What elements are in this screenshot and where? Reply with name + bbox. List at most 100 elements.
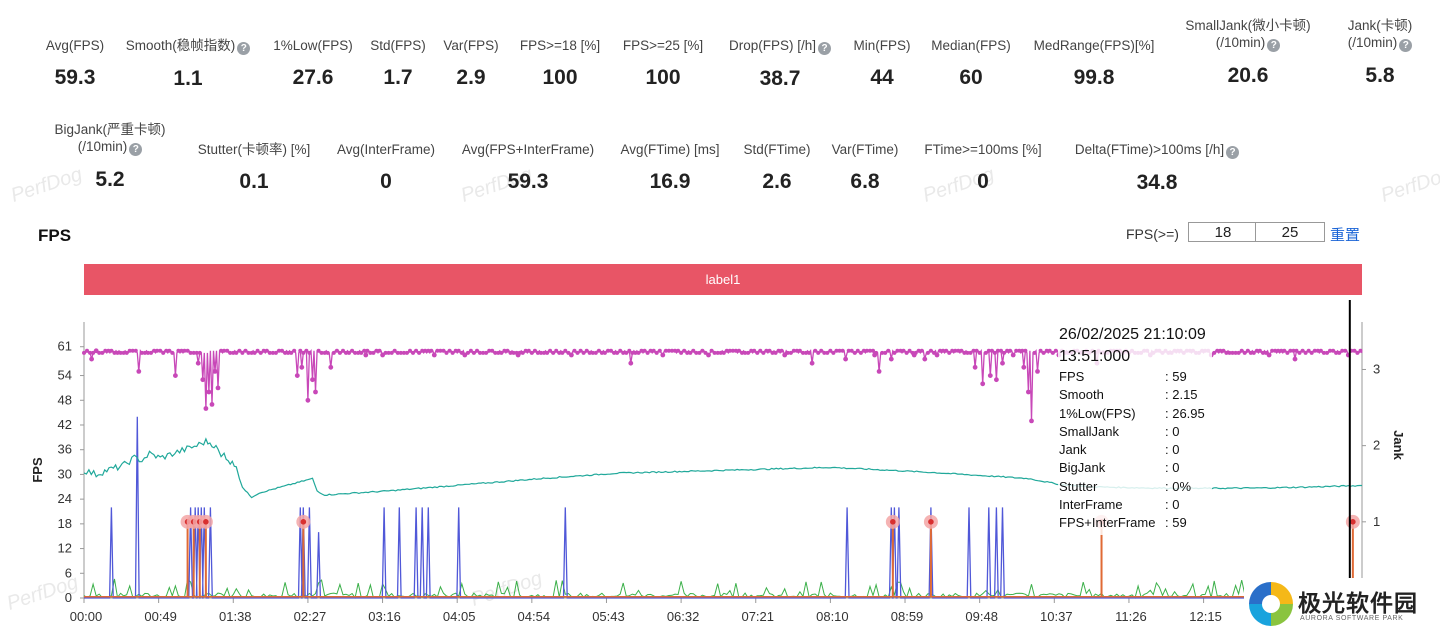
x-tick-label: 00:49 bbox=[144, 609, 177, 624]
fps-point bbox=[609, 348, 613, 353]
metric-label: SmallJank(微小卡顿) bbox=[1185, 18, 1311, 33]
fps-point bbox=[152, 348, 157, 353]
label-bar[interactable]: label1 bbox=[84, 264, 1362, 295]
reset-button[interactable]: 重置 bbox=[1330, 227, 1361, 244]
fps-point bbox=[895, 348, 900, 353]
fps-point bbox=[807, 350, 812, 355]
fps-point bbox=[1047, 348, 1052, 353]
fps-point bbox=[1276, 348, 1281, 353]
help-icon[interactable]: ? bbox=[1226, 146, 1240, 159]
help-icon[interactable]: ? bbox=[129, 143, 143, 156]
fps-point bbox=[401, 350, 406, 355]
fps-point bbox=[913, 350, 918, 355]
x-tick-label: 02:27 bbox=[294, 609, 327, 624]
metric-item: Std(FTime) 2.6 bbox=[667, 141, 887, 194]
fps-point bbox=[694, 350, 699, 355]
fps-point bbox=[633, 350, 638, 355]
tooltip-key: InterFrame bbox=[1059, 497, 1123, 513]
fps-point bbox=[456, 348, 461, 353]
fps-point bbox=[864, 348, 869, 353]
fps-point bbox=[1044, 348, 1049, 353]
fps-point bbox=[1355, 350, 1360, 355]
fps-point bbox=[325, 350, 330, 355]
metric-item: Var(FPS) 2.9 bbox=[361, 37, 581, 90]
fps-point bbox=[987, 373, 993, 378]
help-icon[interactable]: ? bbox=[1399, 39, 1413, 52]
fps-point bbox=[666, 348, 671, 353]
fps-point bbox=[776, 348, 781, 353]
fps-point bbox=[255, 348, 260, 353]
fps-point bbox=[438, 348, 443, 353]
fps-point bbox=[1215, 348, 1220, 353]
y-tick-label: 30 bbox=[58, 466, 72, 481]
fps-point bbox=[539, 350, 543, 355]
fps-point bbox=[1242, 350, 1247, 355]
fps-point bbox=[261, 348, 266, 353]
x-tick-label: 04:54 bbox=[518, 609, 551, 624]
fps-threshold-input-2[interactable] bbox=[1255, 222, 1325, 242]
fps-point bbox=[465, 350, 470, 355]
fps-point bbox=[1254, 348, 1259, 353]
y-tick-label: 6 bbox=[65, 565, 72, 580]
fps-point bbox=[496, 350, 501, 355]
watermark-text: PerfDog bbox=[1378, 163, 1440, 207]
fps-point bbox=[222, 348, 227, 353]
fps-point bbox=[1328, 348, 1332, 353]
fps-point bbox=[994, 377, 999, 383]
metric-label: Median(FPS) bbox=[931, 38, 1011, 53]
fps-point bbox=[1239, 348, 1244, 353]
metric-label: 1%Low(FPS) bbox=[273, 38, 353, 53]
fps-point bbox=[133, 348, 138, 353]
fps-point bbox=[1020, 348, 1025, 353]
fps-point bbox=[1014, 348, 1019, 353]
fps-point bbox=[93, 348, 99, 354]
fps-point bbox=[846, 348, 851, 353]
fps-point bbox=[627, 348, 632, 353]
fps-point bbox=[149, 350, 153, 355]
fps-point bbox=[968, 350, 973, 355]
fps-point bbox=[977, 350, 982, 355]
metric-item: Delta(FTime)>100ms [/h]? 34.8 bbox=[1047, 141, 1267, 195]
metric-label: FPS>=18 [%] bbox=[519, 38, 601, 53]
fps-point bbox=[676, 348, 681, 353]
fps-point bbox=[277, 348, 281, 353]
fps-point bbox=[697, 350, 702, 355]
help-icon[interactable]: ? bbox=[237, 42, 251, 55]
metric-value: 1.7 bbox=[383, 66, 413, 89]
fps-point bbox=[965, 350, 970, 355]
fps-point bbox=[733, 348, 738, 353]
fps-point bbox=[1331, 348, 1336, 353]
fps-point bbox=[520, 350, 525, 355]
fps-point bbox=[313, 389, 318, 395]
fps-point bbox=[82, 350, 86, 355]
tooltip-value: : 0 bbox=[1165, 423, 1180, 439]
fps-point bbox=[234, 350, 239, 355]
fps-point bbox=[490, 348, 495, 353]
fps-point bbox=[526, 348, 531, 353]
fps-point bbox=[737, 348, 741, 353]
x-tick-label: 04:05 bbox=[443, 609, 476, 624]
fps-point bbox=[950, 348, 955, 353]
jank-marker bbox=[890, 519, 896, 525]
fps-point bbox=[383, 350, 388, 355]
fps-point bbox=[188, 350, 193, 355]
fps-point bbox=[529, 350, 534, 355]
fps-point bbox=[956, 348, 961, 353]
help-icon[interactable]: ? bbox=[818, 42, 832, 55]
fps-point bbox=[715, 350, 720, 355]
fps-point bbox=[502, 348, 507, 353]
fps-point bbox=[639, 348, 644, 353]
fps-point bbox=[408, 348, 412, 353]
fps-threshold-input-1[interactable] bbox=[1188, 222, 1258, 242]
fps-point bbox=[724, 348, 729, 353]
fps-point bbox=[1266, 352, 1272, 358]
fps-point bbox=[176, 348, 181, 353]
fps-point bbox=[115, 350, 120, 355]
y2-tick-label: 2 bbox=[1373, 438, 1380, 453]
fps-point bbox=[173, 373, 178, 378]
fps-point bbox=[1035, 369, 1040, 374]
help-icon[interactable]: ? bbox=[1267, 39, 1281, 52]
fps-point bbox=[1038, 348, 1043, 353]
tooltip-value: : 0 bbox=[1165, 497, 1180, 513]
